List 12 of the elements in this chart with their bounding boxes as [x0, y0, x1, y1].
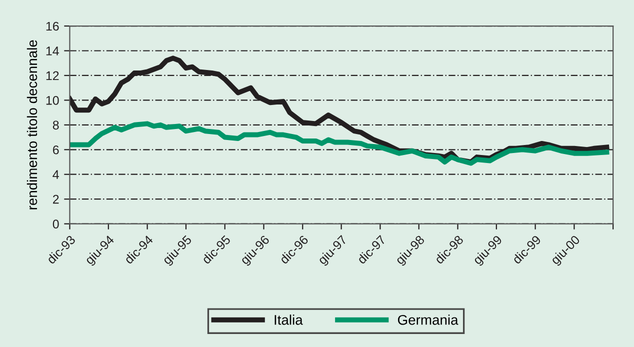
y-tick-label: 6 [53, 145, 59, 154]
y-tick-label: 2 [53, 194, 59, 204]
y-tick-label: 16 [46, 22, 59, 31]
y-tick-label: 0 [52, 220, 59, 228]
y-tick-label: 12 [46, 71, 59, 80]
y-tick-label: 10 [46, 96, 59, 105]
legend-label: Italia [274, 314, 303, 325]
y-tick-label: 4 [52, 170, 59, 179]
legend-label: Germania [398, 314, 458, 325]
y-tick-label: 14 [46, 46, 59, 56]
y-tick-label: 8 [52, 120, 59, 130]
y-axis-title: rendimento titolo decennale [26, 40, 38, 210]
